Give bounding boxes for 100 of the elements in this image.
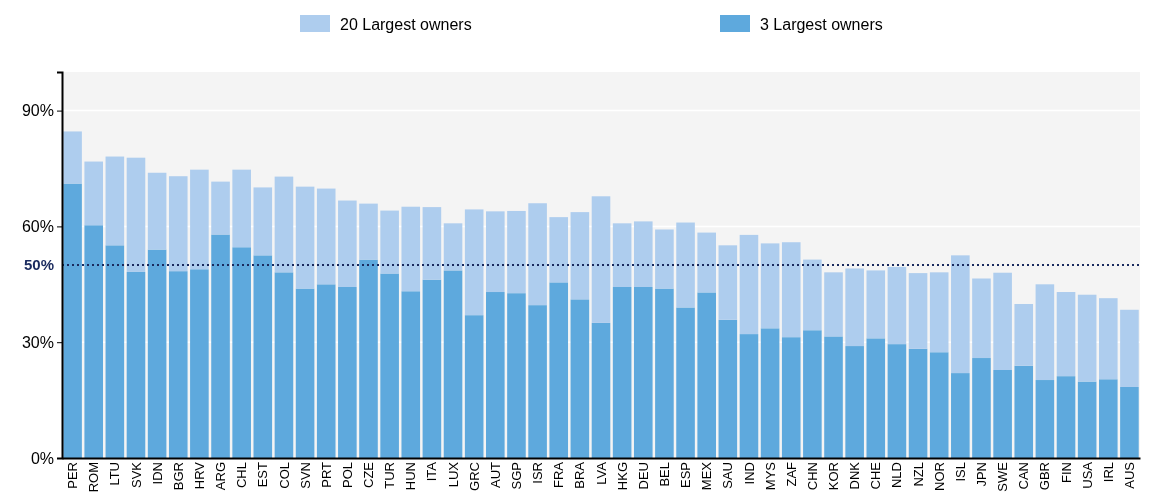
x-tick-label: GRC	[466, 462, 482, 491]
bar	[211, 181, 230, 235]
x-tick-label: NOR	[931, 462, 947, 491]
x-tick-label: LVA	[593, 461, 609, 485]
bar	[443, 223, 463, 271]
bar	[824, 272, 843, 337]
x-tick-label: POL	[339, 462, 355, 489]
bar	[781, 337, 801, 458]
bar	[908, 348, 928, 458]
bar	[1056, 376, 1076, 458]
x-tick-label: CHL	[234, 462, 250, 489]
bar	[929, 272, 949, 353]
bar	[295, 186, 315, 289]
bar	[697, 232, 716, 293]
bar	[866, 270, 886, 339]
x-tick-label: PER	[65, 462, 81, 489]
x-tick-label: HUN	[403, 462, 419, 491]
bar	[1098, 298, 1118, 380]
bar	[633, 221, 653, 287]
bar	[63, 131, 82, 184]
bar	[718, 245, 738, 320]
x-tick-label: SWE	[995, 461, 1011, 492]
bar	[951, 373, 970, 458]
bar	[105, 245, 125, 458]
x-tick-label: MYS	[762, 461, 778, 491]
bar	[380, 273, 399, 458]
bar	[972, 358, 991, 458]
bar	[464, 315, 484, 458]
x-tick-label: ARG	[213, 462, 229, 491]
bar	[190, 269, 209, 458]
bar	[316, 284, 336, 458]
bar	[126, 271, 146, 458]
x-tick-label: ESP	[678, 462, 694, 489]
bar	[866, 338, 886, 458]
bar	[612, 223, 632, 287]
x-tick-label: LTU	[107, 462, 123, 486]
x-tick-label: DEU	[635, 462, 651, 490]
x-tick-label: SVK	[128, 461, 144, 489]
x-tick-label: FRA	[551, 461, 567, 488]
bar	[274, 176, 294, 273]
bar	[570, 299, 590, 458]
bar	[253, 187, 273, 256]
bar	[908, 273, 928, 349]
x-tick-label: ISR	[530, 462, 546, 484]
bar	[655, 288, 674, 458]
bar	[126, 157, 146, 272]
x-tick-label: MEX	[699, 461, 715, 491]
bar	[549, 217, 569, 283]
bar	[972, 278, 991, 359]
bar	[274, 272, 294, 458]
bar	[591, 322, 611, 458]
bar	[845, 346, 864, 458]
x-tick-label: SGP	[509, 462, 524, 490]
bar	[570, 212, 590, 300]
bar	[507, 210, 526, 294]
bar	[887, 344, 907, 458]
bar	[338, 287, 357, 458]
y-tick-label: 0%	[30, 449, 54, 467]
x-tick-label: NLD	[889, 462, 905, 489]
bar	[1014, 365, 1034, 458]
bar	[1056, 292, 1076, 377]
bar	[1014, 303, 1034, 366]
bar	[443, 270, 463, 458]
bar	[232, 169, 251, 248]
bar	[1035, 284, 1055, 381]
bar	[951, 255, 970, 374]
legend-label: 20 Largest owners	[340, 15, 472, 33]
bar	[993, 272, 1012, 370]
bar	[824, 336, 843, 458]
bar	[359, 259, 378, 458]
bar	[486, 211, 505, 293]
x-tick-label: PRT	[318, 461, 334, 488]
x-tick-label: BGR	[170, 462, 186, 491]
bar	[845, 268, 864, 347]
x-tick-label: ZAF	[783, 461, 799, 487]
bar	[338, 200, 357, 287]
bar	[147, 172, 167, 250]
bar	[105, 156, 125, 246]
x-tick-label: SAU	[720, 462, 736, 489]
x-tick-label: SVN	[297, 462, 313, 489]
bar	[295, 288, 315, 458]
x-tick-label: USA	[1079, 461, 1095, 489]
bar	[253, 255, 273, 458]
x-tick-label: ISL	[952, 462, 968, 482]
bar	[887, 266, 907, 345]
x-tick-label: KOR	[826, 462, 842, 491]
x-tick-label: AUS	[1121, 461, 1137, 489]
bar	[760, 328, 780, 458]
bar	[232, 247, 251, 458]
x-tick-label: LUX	[445, 461, 461, 488]
bar	[401, 206, 421, 292]
x-tick-label: HRV	[191, 461, 207, 490]
bar	[168, 176, 188, 272]
x-tick-label: HKG	[614, 462, 630, 491]
x-tick-label: IDN	[149, 462, 165, 485]
bar	[63, 183, 82, 458]
bar	[422, 279, 442, 458]
bar	[528, 305, 547, 458]
bar	[380, 210, 399, 274]
bar	[359, 203, 378, 260]
